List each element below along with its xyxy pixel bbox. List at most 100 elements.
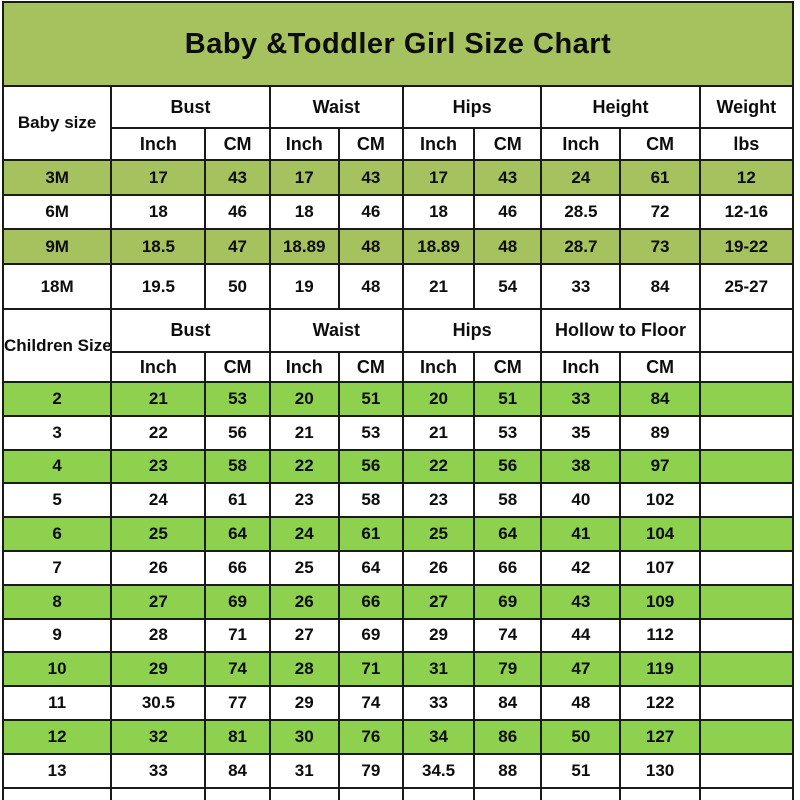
value-cell: 112 [619,617,701,654]
value-cell: 26 [268,583,340,620]
value-cell: 64 [204,516,271,552]
value-cell: 58 [204,448,271,485]
value-cell: 17 [401,159,476,196]
value-cell: 12 [698,159,795,196]
value-cell: 51 [540,752,622,789]
value-cell: 56 [473,448,543,485]
value-cell: 74 [337,685,404,721]
empty-cell [204,786,271,800]
value-cell: 25 [110,516,207,552]
value-cell: 88 [473,752,543,789]
value-cell [698,617,795,654]
size-cell: 12 [1,718,113,755]
header-unit: Inch [110,127,207,161]
value-cell: 21 [110,381,207,417]
header-unit: CM [619,127,701,161]
header-group-hips: Hips [401,85,543,129]
value-cell: 31 [401,651,476,688]
value-cell: 69 [204,583,271,620]
value-cell [698,516,795,552]
header-unit: CM [337,127,404,161]
header-group-hips: Hips [401,308,543,353]
header-unit: Inch [110,351,207,383]
value-cell: 12-16 [698,194,795,230]
last-col-header [698,308,795,353]
value-cell: 77 [204,685,271,721]
value-cell: 29 [401,617,476,654]
value-cell: 58 [473,482,543,519]
value-cell: 23 [110,448,207,485]
value-cell: 102 [619,482,701,519]
value-cell: 109 [619,583,701,620]
value-cell: 76 [337,718,404,755]
value-cell: 43 [540,583,622,620]
value-cell: 33 [540,381,622,417]
value-cell: 27 [110,583,207,620]
value-cell: 18 [401,194,476,230]
value-cell: 61 [619,159,701,196]
value-cell: 24 [268,516,340,552]
value-cell: 44 [540,617,622,654]
value-cell: 84 [619,263,701,310]
value-cell: 73 [619,228,701,265]
value-cell: 56 [337,448,404,485]
value-cell: 107 [619,549,701,586]
value-cell: 41 [540,516,622,552]
value-cell: 21 [401,414,476,451]
value-cell: 20 [401,381,476,417]
value-cell: 43 [473,159,543,196]
value-cell: 48 [473,228,543,265]
size-cell: 5 [1,482,113,519]
header-unit: Inch [401,127,476,161]
value-cell [698,381,795,417]
value-cell: 18 [110,194,207,230]
value-cell [698,685,795,721]
value-cell: 79 [473,651,543,688]
size-cell: 8 [1,583,113,620]
value-cell: 22 [401,448,476,485]
value-cell: 71 [204,617,271,654]
value-cell: 64 [473,516,543,552]
header-group-waist: Waist [268,85,404,129]
value-cell: 27 [268,617,340,654]
value-cell: 21 [401,263,476,310]
section-label: Children Size [1,308,113,383]
value-cell: 33 [401,685,476,721]
header-group-bust: Bust [110,308,271,353]
value-cell: 28.5 [540,194,622,230]
empty-cell [698,786,795,800]
value-cell: 61 [204,482,271,519]
value-cell: 31 [268,752,340,789]
value-cell: 69 [473,583,543,620]
header-unit: CM [204,351,271,383]
value-cell: 47 [204,228,271,265]
header-group-bust: Bust [110,85,271,129]
value-cell: 30.5 [110,685,207,721]
value-cell: 18.89 [268,228,340,265]
value-cell: 48 [540,685,622,721]
value-cell: 81 [204,718,271,755]
value-cell: 46 [204,194,271,230]
value-cell [698,752,795,789]
value-cell: 22 [268,448,340,485]
size-cell: 4 [1,448,113,485]
header-unit: CM [473,351,543,383]
value-cell: 23 [401,482,476,519]
value-cell: 18.89 [401,228,476,265]
value-cell: 74 [204,651,271,688]
value-cell: 47 [540,651,622,688]
value-cell: 97 [619,448,701,485]
value-cell: 48 [337,263,404,310]
value-cell: 122 [619,685,701,721]
size-cell: 18M [1,263,113,310]
header-unit: Inch [268,127,340,161]
header-unit: Inch [540,127,622,161]
value-cell: 21 [268,414,340,451]
value-cell: 22 [110,414,207,451]
header-unit: CM [204,127,271,161]
value-cell: 33 [540,263,622,310]
value-cell: 56 [204,414,271,451]
header-unit: CM [473,127,543,161]
value-cell: 34.5 [401,752,476,789]
